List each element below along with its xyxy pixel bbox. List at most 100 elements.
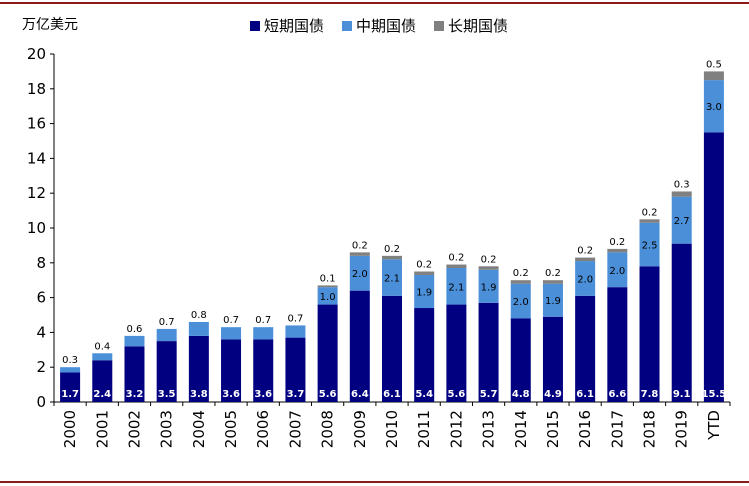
- data-label-short: 6.4: [351, 389, 369, 400]
- bar-segment-short: [156, 341, 177, 402]
- bar-segment-medium: [414, 274, 435, 309]
- bar-segment-medium: [349, 255, 370, 291]
- data-label-medium: 2.0: [577, 274, 593, 285]
- data-label-medium: 2.5: [642, 241, 658, 252]
- data-label-short: 3.5: [158, 389, 176, 400]
- x-tick-label: 2004: [190, 410, 208, 448]
- legend-swatch-short: [250, 20, 260, 31]
- data-label-medium: 2.0: [352, 269, 368, 280]
- bar-segment-long: [349, 252, 370, 256]
- x-tick-label: 2009: [351, 410, 369, 448]
- x-tick-label: 2019: [673, 410, 691, 448]
- data-label-short: 6.1: [383, 389, 401, 400]
- x-tick-label: 2016: [576, 410, 594, 448]
- bar-segment-short: [542, 316, 563, 402]
- data-label-long: 0.5: [706, 59, 722, 70]
- x-tick-label: 2007: [286, 410, 304, 448]
- bar-segment-short: [510, 318, 531, 402]
- bar-segment-short: [253, 339, 274, 402]
- data-label-medium: 2.0: [609, 266, 625, 277]
- y-tick-label: 0: [36, 393, 46, 411]
- data-label-medium: 2.7: [674, 216, 690, 227]
- data-label-short: 2.4: [93, 389, 111, 400]
- data-label-short: 6.6: [608, 389, 626, 400]
- legend-swatch-long: [434, 20, 445, 31]
- bar-segment-medium: [542, 283, 563, 317]
- bar-segment-medium: [671, 196, 692, 244]
- data-label-long: 0.2: [448, 253, 464, 264]
- x-tick-label: 2018: [641, 410, 659, 448]
- data-label-short: 1.7: [61, 389, 79, 400]
- bar-segment-short: [575, 295, 596, 402]
- data-label-medium: 0.7: [223, 315, 239, 326]
- y-tick-label: 20: [27, 45, 46, 63]
- bar-segment-long: [607, 248, 628, 253]
- bar-segment-short: [382, 295, 402, 402]
- bar-segment-medium: [510, 283, 531, 319]
- y-tick-label: 16: [27, 115, 46, 133]
- bar-segment-short: [124, 346, 145, 402]
- bar-segment-short: [60, 372, 81, 402]
- bar-segment-long: [671, 191, 692, 197]
- bar-segment-medium: [607, 252, 628, 288]
- legend-label-long: 长期国债: [448, 17, 509, 35]
- y-axis-unit-label: 万亿美元: [22, 17, 78, 33]
- data-label-short: 3.6: [222, 389, 240, 400]
- x-tick-label: YTD: [705, 410, 723, 441]
- data-label-short: 3.2: [126, 389, 144, 400]
- y-tick-label: 10: [27, 219, 46, 237]
- data-label-short: 4.9: [544, 389, 562, 400]
- bar-segment-short: [188, 335, 209, 402]
- y-tick-label: 4: [36, 323, 46, 341]
- bar-segment-long: [478, 266, 499, 270]
- bar-segment-short: [92, 360, 113, 402]
- legend-item-medium: 中期国债: [342, 15, 416, 36]
- bottom-border: [0, 481, 749, 483]
- bar-segment-short: [607, 287, 628, 402]
- data-label-short: 3.7: [287, 389, 305, 400]
- bar-segment-medium: [446, 268, 467, 305]
- bar-segment-long: [542, 280, 563, 284]
- legend-label-medium: 中期国债: [356, 17, 417, 35]
- data-label-short: 4.8: [512, 389, 530, 400]
- bar-segment-long: [414, 271, 435, 275]
- x-tick-label: 2010: [383, 410, 401, 448]
- data-label-medium: 3.0: [706, 102, 722, 113]
- data-label-short: 9.1: [673, 389, 691, 400]
- data-label-medium: 2.1: [448, 282, 464, 293]
- data-label-long: 0.2: [416, 260, 432, 271]
- bar-segment-medium: [382, 259, 402, 296]
- x-tick-label: 2017: [608, 410, 626, 448]
- x-tick-label: 2006: [254, 410, 272, 448]
- x-tick-label: 2001: [93, 410, 111, 448]
- bar-segment-short: [317, 304, 338, 402]
- data-label-medium: 1.9: [545, 296, 561, 307]
- data-label-medium: 0.4: [94, 341, 110, 352]
- bar-segment-short: [349, 290, 370, 402]
- x-tick-label: 2014: [512, 410, 530, 448]
- x-tick-label: 2005: [222, 410, 240, 448]
- data-label-long: 0.1: [320, 273, 336, 284]
- bar-segment-long: [446, 264, 467, 269]
- bar-segment-medium: [92, 353, 113, 361]
- y-tick-label: 14: [27, 149, 46, 167]
- bar-segment-medium: [188, 321, 209, 336]
- bar-segment-medium: [253, 327, 274, 340]
- data-label-medium: 0.3: [62, 355, 78, 366]
- data-label-short: 5.4: [415, 389, 433, 400]
- bar-segment-short: [285, 337, 306, 402]
- bar-segment-medium: [285, 325, 306, 338]
- x-tick-label: 2013: [480, 410, 498, 448]
- legend: 短期国债 中期国债 长期国债: [250, 15, 508, 36]
- bar-segment-medium: [156, 328, 177, 342]
- bar-segment-short: [446, 304, 467, 402]
- bar-segment-long: [703, 71, 724, 81]
- data-label-medium: 0.6: [127, 324, 143, 335]
- x-tick-label: 2008: [319, 410, 337, 448]
- bar-segment-short: [703, 132, 724, 403]
- x-tick-label: 2000: [61, 410, 79, 448]
- legend-swatch-medium: [342, 20, 353, 31]
- data-label-short: 6.1: [576, 389, 594, 400]
- data-label-medium: 0.8: [191, 310, 207, 321]
- data-label-medium: 2.0: [513, 297, 529, 308]
